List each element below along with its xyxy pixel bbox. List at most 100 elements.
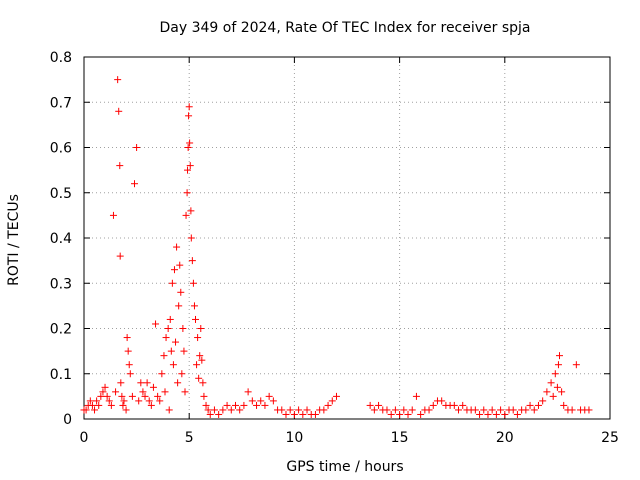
data-point [282,410,290,418]
data-point [253,401,261,409]
x-tick-label: 25 [601,430,619,446]
y-tick-label: 0.3 [50,276,72,292]
data-point [585,406,593,414]
data-point [290,410,298,418]
data-point [179,325,187,332]
data-point [400,406,408,414]
x-axis-label: GPS time / hours [286,459,403,475]
data-point [162,334,170,342]
data-point [509,406,517,414]
data-point [175,302,183,310]
data-point [543,388,551,396]
data-point [215,410,223,418]
data-point [195,374,203,382]
data-point [82,406,90,414]
data-point [526,401,534,409]
y-axis-label: ROTI / TECUs [6,194,22,286]
data-point [168,279,176,287]
data-point [149,383,157,391]
chart-title: Day 349 of 2024, Rate Of TEC Index for r… [159,20,530,36]
data-point [553,383,561,391]
data-point [303,406,311,414]
data-point [173,243,181,251]
data-point [429,401,437,409]
data-point [118,392,126,400]
data-point [161,388,169,396]
data-point [178,370,186,378]
data-point [99,388,107,396]
data-point [412,392,420,400]
data-point [88,401,96,409]
y-tick-label: 0.1 [50,367,72,383]
y-tick-label: 0.4 [50,231,72,247]
data-point [158,370,166,378]
data-point [93,397,101,405]
data-point [295,406,303,414]
data-point [370,406,378,414]
data-point [332,392,340,400]
data-point [126,370,134,378]
data-point [257,397,265,405]
data-point [200,392,208,400]
data-point [185,103,193,111]
data-point [135,397,143,405]
data-point [86,397,94,405]
data-point [328,397,336,405]
data-point [236,406,244,414]
y-tick-label: 0.8 [50,50,72,66]
x-tick-label: 15 [391,430,409,446]
data-point [172,338,180,346]
y-tick-label: 0 [63,412,72,428]
data-point [556,352,564,360]
data-point [438,397,446,405]
x-tick-label: 0 [80,430,89,446]
data-point [125,361,133,369]
data-point [174,379,182,387]
data-point [568,406,576,414]
data-point [112,388,120,396]
data-point [177,288,185,296]
data-point [244,388,252,396]
data-point [124,347,132,355]
data-point [105,397,113,405]
data-point [123,334,131,342]
data-point [164,325,172,332]
y-tick-label: 0.7 [50,95,72,111]
data-point [396,410,404,418]
data-point [154,392,162,400]
data-point [116,162,124,170]
data-point [248,397,256,405]
data-point [459,401,467,409]
data-point [185,112,193,120]
data-point [109,211,117,219]
data-point [488,406,496,414]
data-point [186,139,194,147]
data-point [425,406,433,414]
data-point [116,252,124,260]
data-point [210,406,218,414]
data-point [128,392,136,400]
data-point [513,410,521,418]
data-point [184,144,192,151]
data-point [156,397,164,405]
x-tick-label: 5 [185,430,194,446]
data-point [522,406,530,414]
data-point [261,401,269,409]
data-point [265,392,273,400]
data-point [188,257,196,265]
data-point [408,406,416,414]
data-point [107,401,115,409]
data-point [122,406,130,414]
data-points [80,76,593,418]
data-point [95,401,103,409]
data-point [117,379,125,387]
data-point [366,401,374,409]
data-point [320,406,328,414]
data-point [455,406,463,414]
data-point [190,302,198,310]
data-point [114,76,122,84]
data-point [484,410,492,418]
data-point [492,410,500,418]
data-point [547,379,555,387]
